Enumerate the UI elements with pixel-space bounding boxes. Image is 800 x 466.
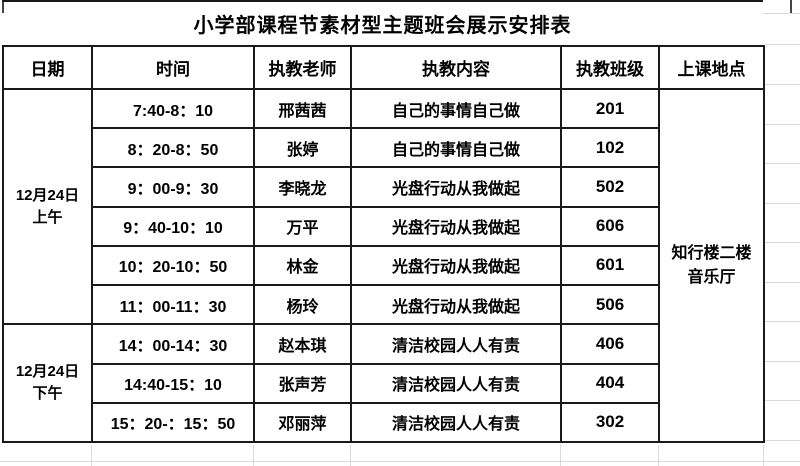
spreadsheet-gridline <box>765 242 800 243</box>
spreadsheet-gridline <box>765 163 800 164</box>
cell-content: 光盘行动从我做起 <box>350 244 562 287</box>
cell-class: 506 <box>560 284 660 326</box>
cell-class: 601 <box>560 244 660 287</box>
cell-class: 302 <box>560 401 660 444</box>
spreadsheet-gridline <box>765 321 800 322</box>
column-header-time: 时间 <box>91 45 255 90</box>
spreadsheet-gridline <box>765 440 800 441</box>
table-row: 9：00-9：30 李晓龙 光盘行动从我做起 502 <box>3 166 764 208</box>
cell-class: 102 <box>560 127 660 169</box>
spreadsheet-gridline <box>763 445 764 466</box>
table-row: 14:40-15：10 张声芳 清洁校园人人有责 404 <box>3 362 764 404</box>
date-line1: 12月24日 <box>15 186 80 204</box>
cell-class: 201 <box>560 87 660 130</box>
column-header-date: 日期 <box>2 45 93 90</box>
cell-teacher: 万平 <box>253 205 352 247</box>
cell-teacher: 林金 <box>253 244 352 287</box>
schedule-table: 日期 时间 执教老师 执教内容 执教班级 上课地点 12月24日 上午 7:40… <box>2 45 765 444</box>
spreadsheet-gridline <box>560 445 561 466</box>
cell-time: 8：20-8：50 <box>91 127 255 169</box>
spreadsheet-gridline <box>765 282 800 283</box>
cell-class: 406 <box>560 323 660 365</box>
location-line1: 知行楼二楼 <box>671 244 752 262</box>
spreadsheet-gridline <box>765 361 800 362</box>
date-line2: 下午 <box>32 385 63 403</box>
title-cell-border-tick <box>790 0 792 13</box>
spreadsheet-gridline <box>765 124 800 125</box>
spreadsheet-gridline <box>765 84 800 85</box>
cell-teacher: 张婷 <box>253 127 352 169</box>
spreadsheet-gridline <box>253 445 254 466</box>
cell-content: 光盘行动从我做起 <box>350 166 562 208</box>
cell-time: 14:40-15：10 <box>91 362 255 404</box>
table-row: 8：20-8：50 张婷 自己的事情自己做 102 <box>3 127 764 169</box>
spreadsheet-gridline <box>658 445 659 466</box>
table-row: 15：20-：15：50 邓丽萍 清洁校园人人有责 302 <box>3 401 764 444</box>
table-row: 9：40-10：10 万平 光盘行动从我做起 606 <box>3 205 764 247</box>
cell-class: 502 <box>560 166 660 208</box>
column-header-teacher: 执教老师 <box>253 45 352 90</box>
cell-time: 10：20-10：50 <box>91 244 255 287</box>
cell-content: 自己的事情自己做 <box>350 87 562 130</box>
cell-location: 知行楼二楼 音乐厅 <box>658 88 765 443</box>
spreadsheet-gridline <box>91 445 92 466</box>
spreadsheet-gridline <box>350 445 351 466</box>
cell-date-afternoon: 12月24日 下午 <box>2 323 93 443</box>
column-header-location: 上课地点 <box>658 45 765 90</box>
spreadsheet-gridline <box>765 44 800 45</box>
table-row: 12月24日 下午 14：00-14：30 赵本琪 清洁校园人人有责 406 <box>2 323 764 443</box>
cell-teacher: 张声芳 <box>253 362 352 404</box>
cell-teacher: 杨玲 <box>253 284 352 326</box>
spreadsheet-gridline <box>763 13 800 14</box>
cell-content: 光盘行动从我做起 <box>350 284 562 326</box>
cell-class: 404 <box>560 362 660 404</box>
cell-class: 606 <box>560 205 660 247</box>
cell-date-morning: 12月24日 上午 <box>2 87 93 326</box>
cell-time: 9：00-9：30 <box>91 166 255 208</box>
spreadsheet-gridline <box>0 461 800 462</box>
cell-content: 清洁校园人人有责 <box>350 401 562 444</box>
cell-content: 清洁校园人人有责 <box>350 362 562 404</box>
location-line2: 音乐厅 <box>687 268 736 286</box>
header-row: 日期 时间 执教老师 执教内容 执教班级 上课地点 <box>2 45 765 90</box>
cell-content: 自己的事情自己做 <box>350 127 562 169</box>
cell-time: 9：40-10：10 <box>91 205 255 247</box>
table-row: 12月24日 上午 7:40-8：10 邢茜茜 自己的事情自己做 201 知行楼… <box>2 87 765 443</box>
date-line2: 上午 <box>32 208 63 226</box>
cell-content: 光盘行动从我做起 <box>350 205 562 247</box>
cell-time: 7:40-8：10 <box>91 87 255 130</box>
page-title: 小学部课程节素材型主题班会展示安排表 <box>2 0 763 45</box>
cell-teacher: 邓丽萍 <box>253 401 352 444</box>
cell-time: 11：00-11：30 <box>91 284 255 326</box>
cell-teacher: 李晓龙 <box>253 166 352 208</box>
date-line1: 12月24日 <box>15 363 80 381</box>
cell-teacher: 邢茜茜 <box>253 87 352 130</box>
spreadsheet-gridline <box>765 400 800 401</box>
cell-content: 清洁校园人人有责 <box>350 323 562 365</box>
column-header-class: 执教班级 <box>560 45 660 90</box>
title-cell-border-tick <box>2 0 4 13</box>
cell-time: 14：00-14：30 <box>91 323 255 365</box>
column-header-content: 执教内容 <box>350 45 562 90</box>
cell-teacher: 赵本琪 <box>253 323 352 365</box>
table-row: 10：20-10：50 林金 光盘行动从我做起 601 <box>3 244 764 287</box>
spreadsheet-gridline <box>765 203 800 204</box>
table-row: 11：00-11：30 杨玲 光盘行动从我做起 506 <box>3 284 764 326</box>
cell-time: 15：20-：15：50 <box>91 401 255 444</box>
